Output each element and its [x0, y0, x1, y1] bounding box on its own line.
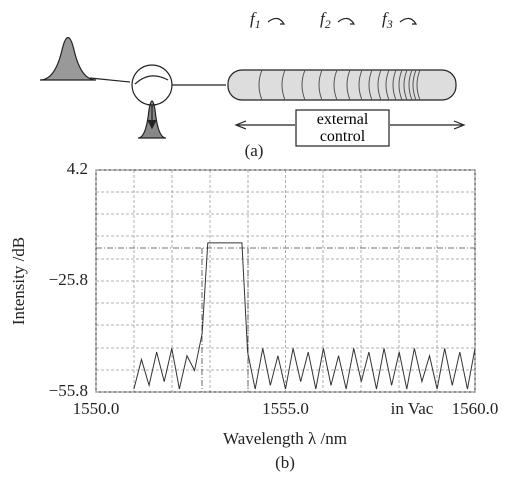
x-tick-label: 1560.0 — [452, 399, 499, 418]
x-tick-label: 1555.0 — [262, 399, 309, 418]
x-tick-label: 1550.0 — [73, 399, 120, 418]
caption: (b) — [275, 453, 295, 472]
spectrum-line — [133, 242, 476, 390]
y-tick-label: −25.8 — [49, 270, 88, 289]
y-tick-label: 4.2 — [67, 159, 88, 178]
fiber — [227, 69, 457, 101]
y-axis-label: Intensity /dB — [9, 237, 28, 325]
grating — [258, 69, 421, 101]
control-box-label: external control — [316, 111, 369, 145]
arrowhead — [234, 120, 466, 130]
frequency-label: f1 — [250, 9, 261, 31]
arrow — [89, 77, 131, 83]
control-box — [295, 109, 390, 147]
frequency-label: f3 — [382, 9, 393, 31]
arrowhead — [147, 119, 157, 130]
y-tick-label: −55.8 — [49, 381, 88, 400]
box-text: external control — [316, 111, 369, 145]
x-axis-label: Wavelength λ /nm — [223, 429, 347, 448]
frequency-label: f2 — [320, 9, 331, 31]
diagram — [39, 17, 466, 147]
input-pulse — [39, 36, 97, 81]
annotation: in Vac — [391, 399, 434, 418]
rotation-arrow — [267, 17, 418, 25]
caption: (a) — [245, 141, 264, 160]
circulator-path — [134, 75, 169, 85]
circulator — [131, 64, 173, 106]
